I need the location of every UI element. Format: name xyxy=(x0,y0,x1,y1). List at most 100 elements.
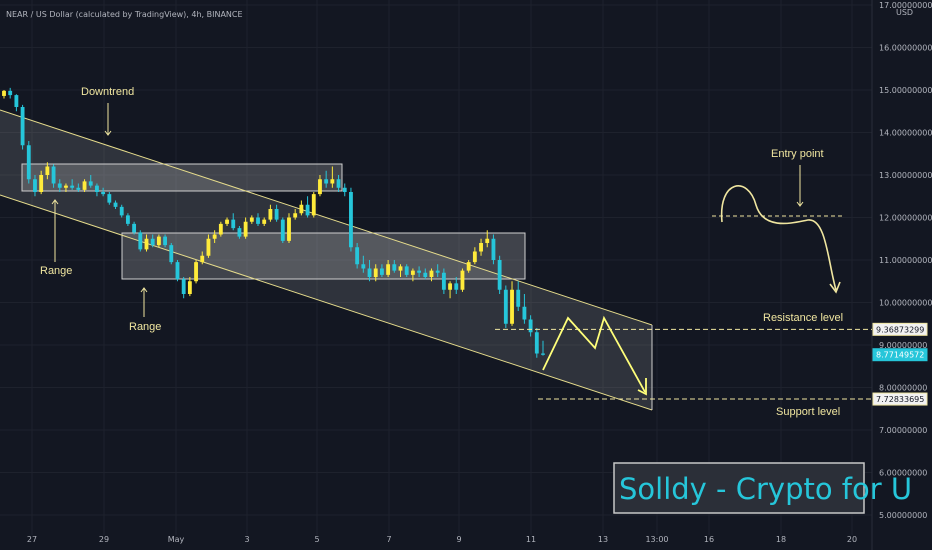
price-tag-support xyxy=(872,392,928,406)
y-tick-label: 15.00000000 xyxy=(879,86,932,95)
y-tick-label: 9.00000000 xyxy=(879,341,927,350)
entry-curve xyxy=(720,185,837,291)
candle-body xyxy=(373,268,378,277)
candle-body xyxy=(410,270,415,275)
price-tag-label: 9.36873299 xyxy=(876,325,924,334)
entry-point-label: Entry point xyxy=(771,148,824,160)
candle-body xyxy=(144,238,149,250)
channel-lower-line xyxy=(0,194,653,411)
candle-body xyxy=(107,194,112,203)
candle-body xyxy=(64,185,68,188)
candle-body xyxy=(243,221,248,237)
x-axis: 27 29 May 3 5 7 9 11 13 13:00 16 18 20 xyxy=(27,535,857,544)
candle-body xyxy=(212,234,217,239)
y-tick-label: 14.00000000 xyxy=(879,129,932,138)
candle-body xyxy=(194,262,198,282)
entry-curve-arrow-head xyxy=(829,281,841,294)
candle-body xyxy=(491,238,496,260)
candle-body xyxy=(355,247,360,265)
candle-body xyxy=(448,283,452,290)
candle-body xyxy=(95,185,99,192)
candle-body xyxy=(262,219,267,224)
x-tick-label: 18 xyxy=(776,535,786,544)
y-tick-label: 16.00000000 xyxy=(879,44,932,53)
drawing-shapes xyxy=(0,109,653,411)
candle-body xyxy=(460,270,465,290)
y-tick-label: 5.00000000 xyxy=(879,511,927,520)
y-tick-label: 13.00000000 xyxy=(879,171,932,180)
x-tick-label: 20 xyxy=(847,535,857,544)
candle-body xyxy=(150,238,155,246)
x-tick-label: 29 xyxy=(99,535,109,544)
candle-body xyxy=(8,90,13,96)
candle-body xyxy=(435,270,440,273)
y-tick-label: 17.00000000 xyxy=(879,1,932,10)
x-tick-label: 11 xyxy=(526,535,536,544)
support-label: Support level xyxy=(776,406,840,418)
candle-body xyxy=(472,251,477,263)
range1-label: Range xyxy=(40,265,72,277)
candle-body xyxy=(274,209,279,220)
candle-body xyxy=(76,187,81,190)
candle-body xyxy=(39,175,44,192)
candle-body xyxy=(45,166,50,175)
watermark-box: Solldy - Crypto for U xyxy=(613,462,912,514)
candle-body xyxy=(88,181,93,186)
candle-body xyxy=(318,179,322,195)
candle-body xyxy=(367,268,372,277)
candle-body xyxy=(33,179,37,192)
chart-header: NEAR / US Dollar (calculated by TradingV… xyxy=(6,10,243,19)
y-tick-label: 8.00000000 xyxy=(879,384,927,393)
y-tick-label: 7.00000000 xyxy=(879,426,927,435)
x-tick-label: 9 xyxy=(456,535,461,544)
candle-body xyxy=(237,228,242,237)
chart-grid xyxy=(0,0,873,550)
candle-body xyxy=(293,213,298,218)
candle-body xyxy=(510,289,514,324)
candle-body xyxy=(503,289,508,324)
candle-body xyxy=(280,219,285,241)
candle-body xyxy=(299,204,304,214)
candle-body xyxy=(51,166,56,184)
candle-body xyxy=(218,223,223,235)
candle-body xyxy=(386,264,391,275)
candle-body xyxy=(268,209,273,220)
candle-body xyxy=(2,90,6,96)
y-tick-label: 11.00000000 xyxy=(879,256,932,265)
candle-body xyxy=(534,332,539,354)
x-tick-label: 5 xyxy=(314,535,319,544)
downtrend-arrow-head xyxy=(104,130,112,136)
candle-body xyxy=(163,236,168,246)
candle-body xyxy=(342,187,347,192)
y-axis[interactable]: 5.00000000 6.00000000 7.00000000 8.00000000… xyxy=(872,1,932,520)
currency-label: USD xyxy=(896,8,913,17)
channel-upper-line xyxy=(0,109,653,326)
candle-body xyxy=(311,194,316,216)
y-tick-label: 12.00000000 xyxy=(879,214,932,223)
x-tick-label: 16 xyxy=(704,535,714,544)
candle-body xyxy=(138,232,143,250)
x-tick-label: 7 xyxy=(386,535,391,544)
candle-body xyxy=(305,204,310,216)
candle-body xyxy=(249,217,254,222)
candle-body xyxy=(324,179,329,184)
candle-body xyxy=(175,262,180,280)
candle-body xyxy=(528,319,533,333)
candle-body xyxy=(287,217,291,241)
projection-path xyxy=(542,315,646,393)
projection-arrow-head xyxy=(637,378,647,396)
candle-body xyxy=(330,179,335,184)
candle-body xyxy=(466,262,471,271)
candle-body xyxy=(423,272,428,277)
x-tick-label: 13:00 xyxy=(645,535,668,544)
candle-body xyxy=(479,243,483,252)
price-tag-resistance xyxy=(872,322,928,336)
candle-body xyxy=(361,264,366,269)
candle-body xyxy=(119,206,124,216)
y-tick-label: 6.00000000 xyxy=(879,469,927,478)
candle-body xyxy=(417,270,422,273)
candle-body xyxy=(101,192,106,195)
levels xyxy=(495,328,872,400)
candle-body xyxy=(497,260,502,290)
